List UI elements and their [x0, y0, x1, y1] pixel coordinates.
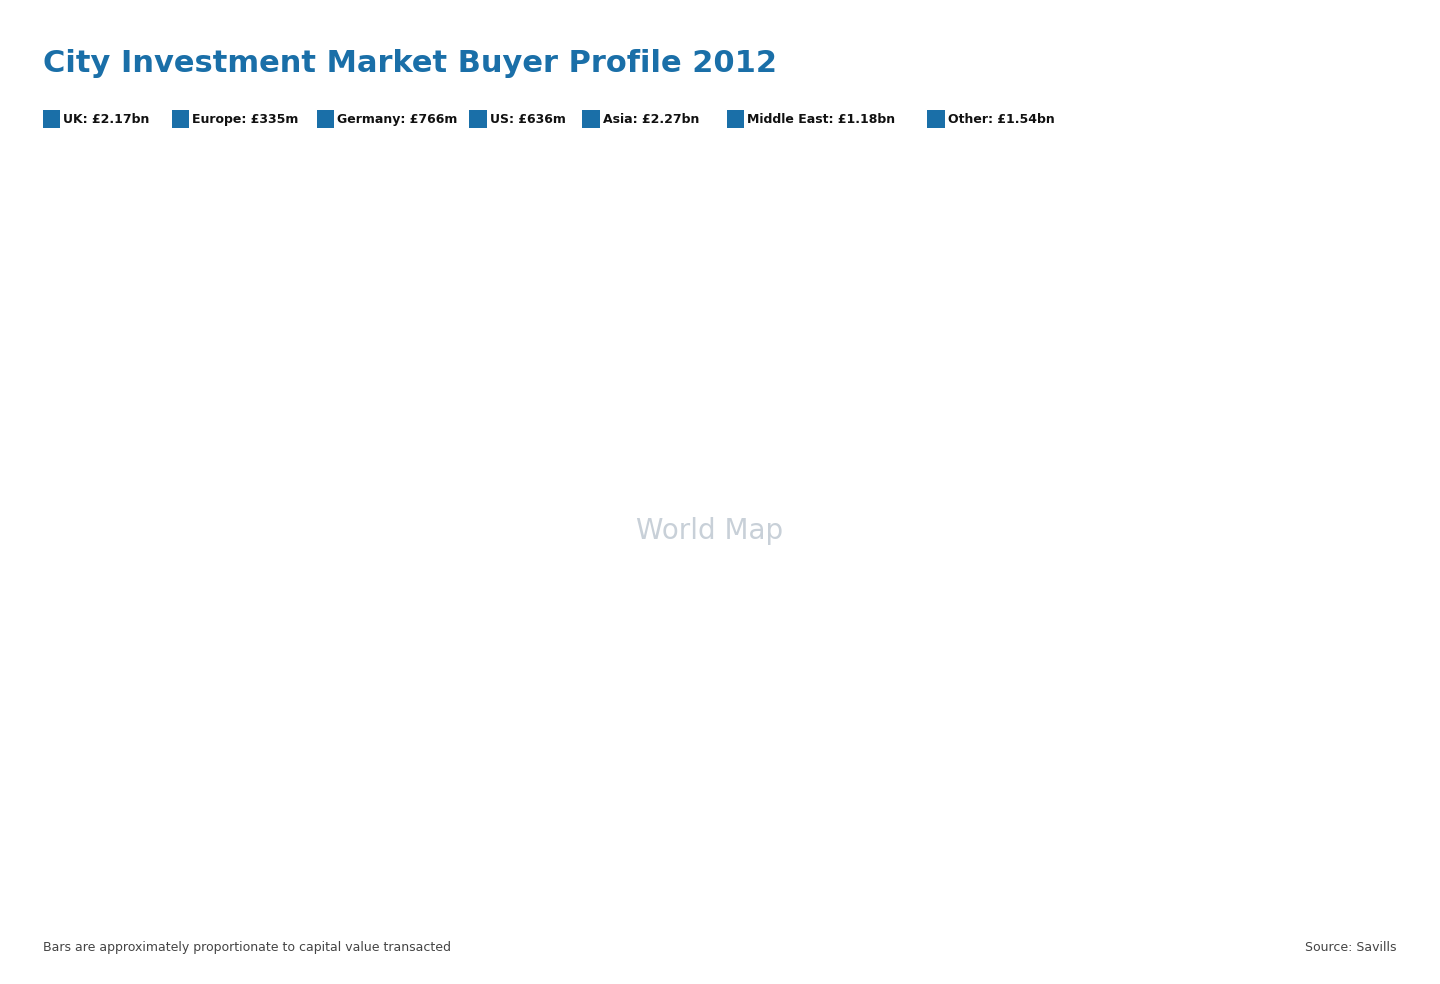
Text: Other: £1.54bn: Other: £1.54bn [948, 112, 1054, 126]
Text: Germany: £766m: Germany: £766m [337, 112, 458, 126]
Bar [317, 110, 334, 128]
Text: US: £636m: US: £636m [490, 112, 566, 126]
Bar [469, 110, 487, 128]
Text: UK: £2.17bn: UK: £2.17bn [63, 112, 150, 126]
Text: City Investment Market Buyer Profile 2012: City Investment Market Buyer Profile 201… [43, 49, 778, 78]
Text: Middle East: £1.18bn: Middle East: £1.18bn [747, 112, 896, 126]
Text: Europe: £335m: Europe: £335m [193, 112, 298, 126]
Text: Source: Savills: Source: Savills [1305, 942, 1397, 954]
Text: World Map: World Map [636, 518, 783, 545]
Bar [727, 110, 744, 128]
Bar [43, 110, 60, 128]
Bar [582, 110, 600, 128]
Text: Bars are approximately proportionate to capital value transacted: Bars are approximately proportionate to … [43, 942, 451, 954]
Text: Asia: £2.27bn: Asia: £2.27bn [603, 112, 698, 126]
Bar [173, 110, 190, 128]
Bar [927, 110, 945, 128]
